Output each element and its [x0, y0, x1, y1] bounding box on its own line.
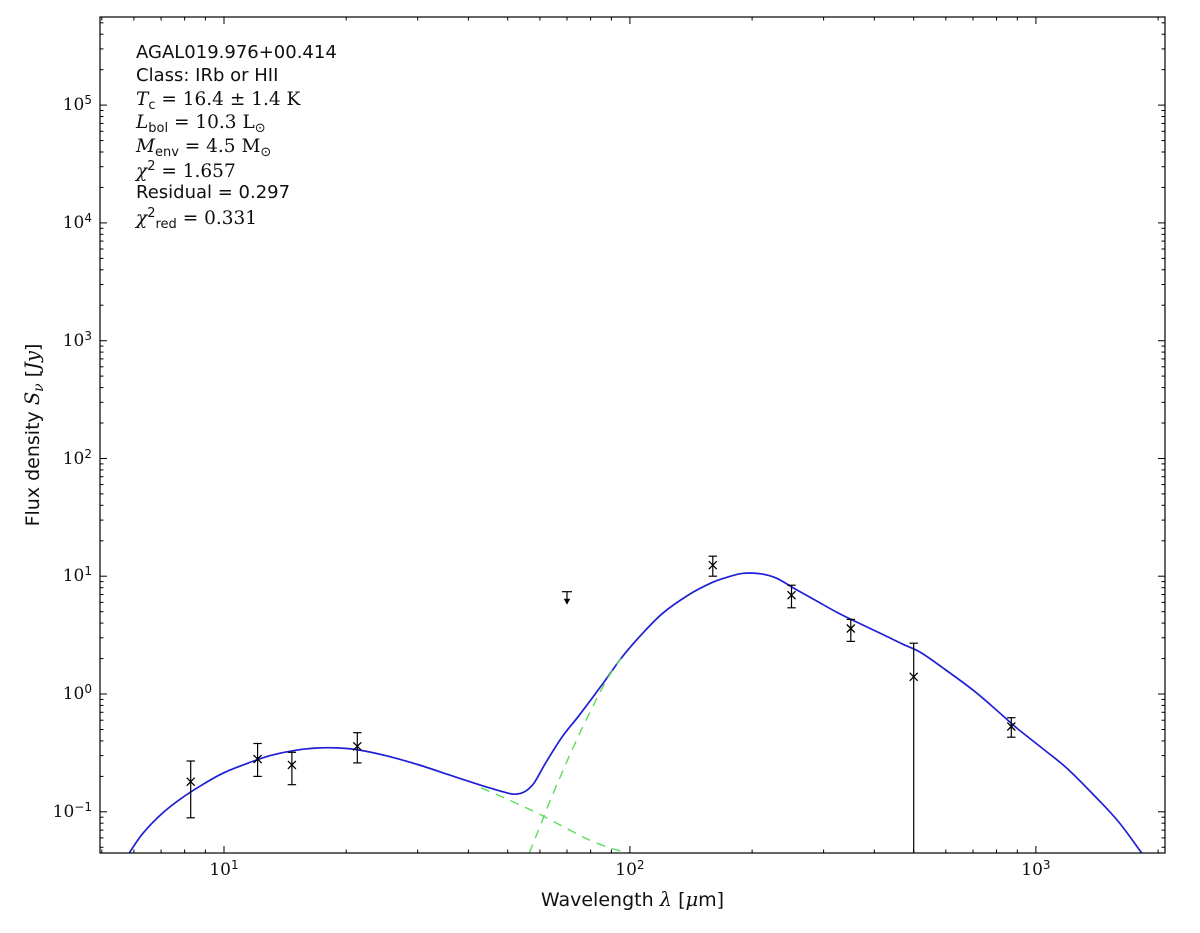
upper-limit-marker — [562, 591, 572, 605]
data-point — [708, 555, 718, 577]
x-marker — [352, 741, 362, 751]
x-marker — [287, 760, 297, 770]
data-point — [1006, 717, 1016, 738]
x-marker — [253, 754, 263, 764]
x-marker — [708, 560, 718, 570]
model-curves — [128, 572, 1143, 853]
plot-frame — [99, 16, 1166, 854]
x-marker — [846, 624, 856, 633]
x-marker — [1006, 722, 1016, 731]
photometry-points — [186, 555, 1016, 853]
data-point — [787, 584, 796, 609]
warm-component-curve — [480, 787, 629, 853]
axis-ticks — [100, 17, 1165, 853]
data-point — [287, 751, 297, 786]
data-point — [186, 760, 196, 819]
x-marker — [909, 672, 919, 682]
data-point — [909, 642, 919, 853]
x-marker — [787, 590, 796, 600]
cold-component-curve — [528, 658, 622, 853]
data-point — [846, 618, 856, 643]
down-arrow-icon — [563, 598, 571, 605]
data-point — [253, 742, 263, 778]
data-point — [352, 732, 362, 764]
total-model-fit-curve — [128, 572, 1143, 853]
x-marker — [186, 777, 196, 787]
